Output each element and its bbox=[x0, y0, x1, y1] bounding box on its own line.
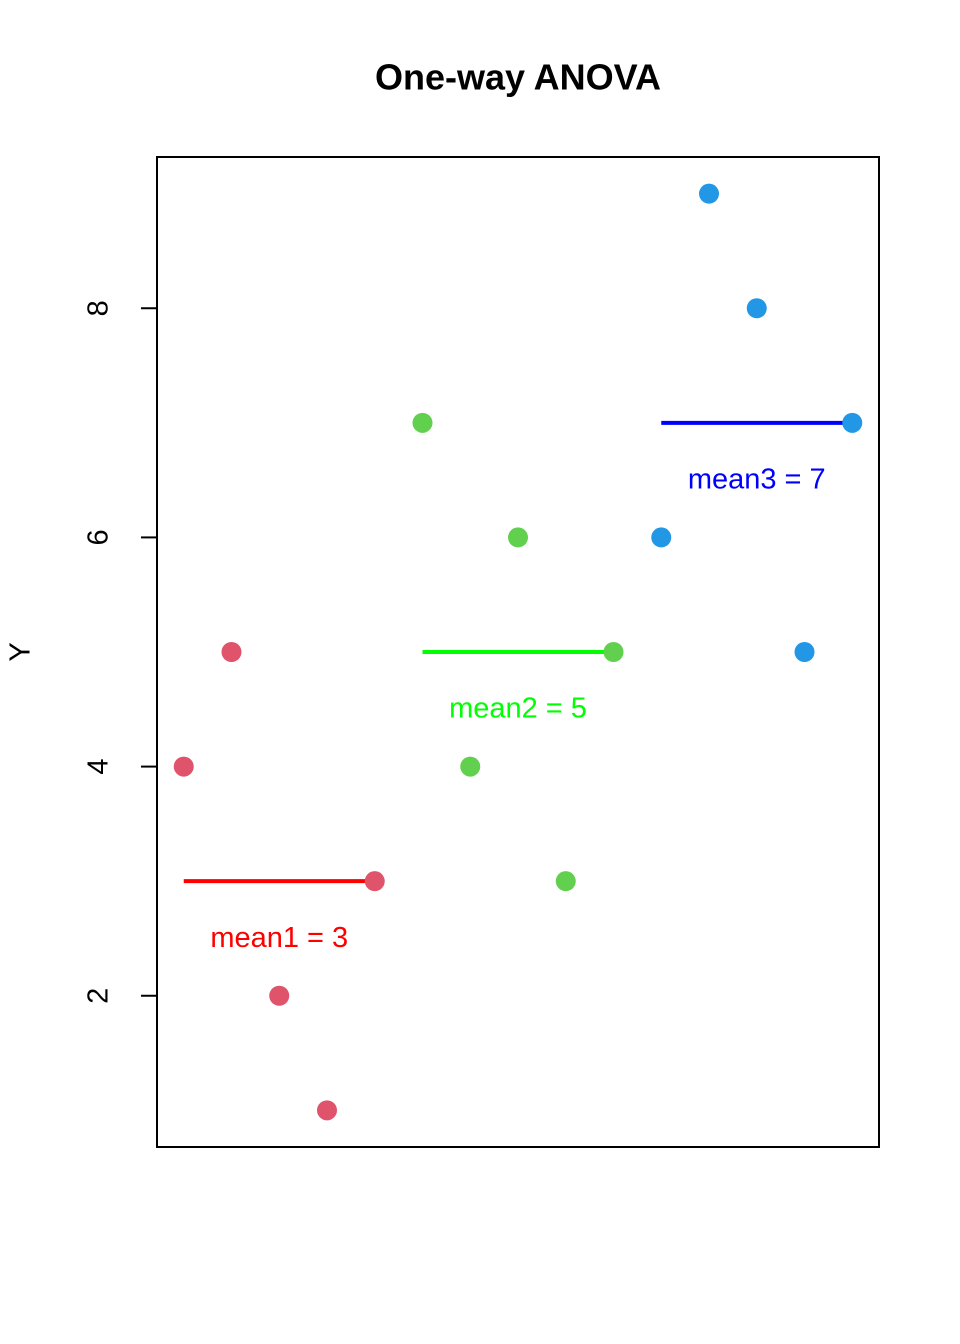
point bbox=[460, 756, 481, 777]
plot-frame bbox=[156, 156, 880, 1148]
point bbox=[316, 1100, 337, 1121]
point bbox=[603, 642, 624, 662]
y-tick-label: 2 bbox=[83, 988, 115, 1004]
y-tick-label: 4 bbox=[83, 759, 115, 775]
point bbox=[746, 298, 767, 319]
mean-label: mean1 = 3 bbox=[210, 922, 348, 954]
mean-label: mean3 = 7 bbox=[688, 463, 826, 495]
point bbox=[364, 871, 385, 892]
y-tick-label: 8 bbox=[83, 300, 115, 316]
point bbox=[794, 642, 815, 662]
y-tick-label: 6 bbox=[83, 529, 115, 545]
point bbox=[508, 527, 528, 548]
point bbox=[842, 412, 863, 433]
point bbox=[699, 183, 720, 204]
y-axis-label: Y bbox=[5, 642, 37, 661]
point bbox=[412, 412, 433, 433]
chart-title: One-way ANOVA bbox=[375, 57, 661, 98]
point bbox=[651, 527, 672, 548]
mean-label: mean2 = 5 bbox=[449, 693, 587, 725]
point bbox=[555, 871, 576, 892]
point bbox=[269, 985, 290, 1006]
point bbox=[221, 642, 242, 662]
point bbox=[173, 756, 194, 777]
